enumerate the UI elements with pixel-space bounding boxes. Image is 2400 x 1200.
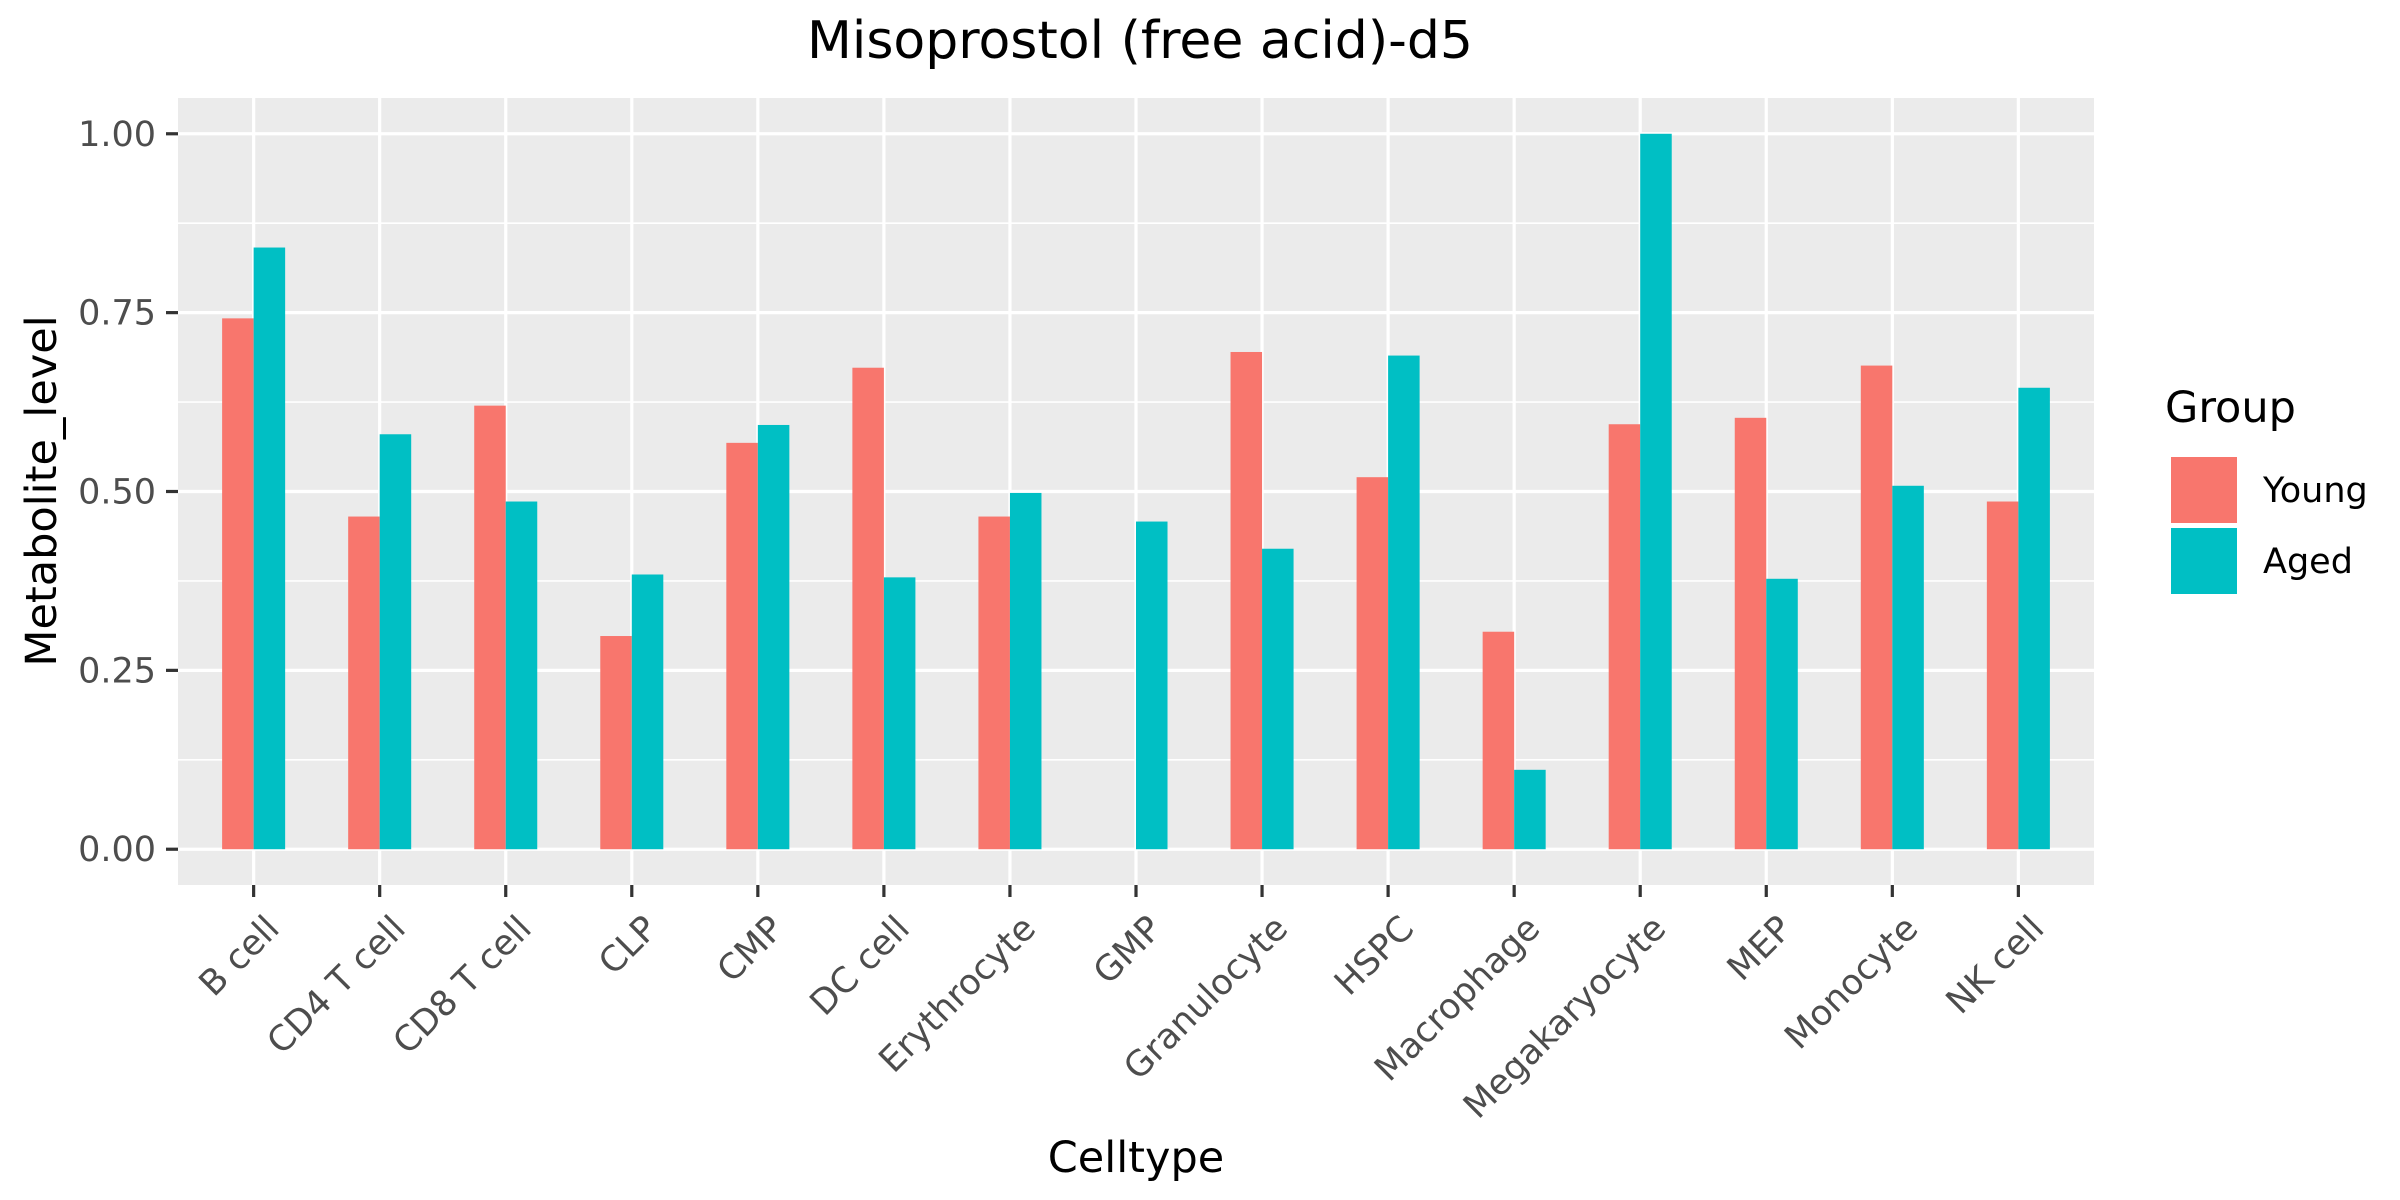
bar-young [1734, 417, 1767, 850]
chart-title: Misoprostol (free acid)-d5 [807, 11, 1473, 71]
bar-young [1986, 501, 2019, 850]
bar-aged [757, 424, 790, 850]
x-tick-label: CD8 T cell [386, 909, 540, 1063]
x-tick-label: DC cell [803, 909, 918, 1024]
y-tick-label: 0.00 [78, 830, 156, 870]
legend-label-young: Young [2262, 471, 2368, 511]
legend: Group Young Aged [2165, 383, 2368, 594]
bar-young [1860, 365, 1893, 850]
legend-label-aged: Aged [2263, 542, 2353, 582]
bar-aged [1514, 769, 1546, 850]
bar-aged [1136, 521, 1168, 850]
y-tick-label: 0.75 [78, 294, 156, 334]
bar-aged [1262, 548, 1294, 850]
y-axis: 0.00 0.25 0.50 0.75 1.00 [78, 115, 178, 870]
x-tick-label: MEP [1720, 909, 1800, 989]
x-tick-label: CMP [710, 909, 792, 991]
legend-key-young [2171, 457, 2237, 523]
legend-key-aged [2171, 528, 2237, 594]
bar-young [852, 367, 884, 850]
legend-title: Group [2165, 383, 2296, 433]
x-tick-label: GMP [1086, 909, 1170, 993]
bar-aged [1009, 492, 1042, 850]
y-tick-label: 1.00 [78, 115, 156, 155]
x-tick-label: CLP [591, 909, 665, 983]
x-tick-label: B cell [192, 909, 288, 1005]
y-axis-title: Metabolite_level [17, 315, 67, 666]
bar-young [1482, 631, 1515, 850]
bar-aged [631, 574, 664, 850]
bar-aged [1892, 485, 1924, 850]
legend-items: Young Aged [2171, 457, 2368, 594]
bar-aged [883, 577, 916, 850]
bar-young [1356, 477, 1389, 850]
bar-young [348, 516, 380, 850]
y-tick-label: 0.25 [78, 651, 156, 691]
bar-aged [253, 247, 286, 850]
bar-young [474, 405, 506, 850]
bars [222, 133, 2050, 850]
bar-aged [505, 501, 538, 850]
x-tick-label: NK cell [1939, 909, 2052, 1022]
x-axis-title: Celltype [1048, 1133, 1224, 1183]
bar-young [600, 636, 632, 850]
bar-young [222, 318, 254, 850]
y-tick-label: 0.50 [78, 473, 156, 513]
bar-aged [1766, 578, 1798, 850]
bar-young [978, 516, 1010, 850]
x-tick-label: HSPC [1327, 909, 1422, 1004]
bar-aged [2018, 387, 2050, 850]
bar-aged [1640, 133, 1672, 850]
bar-young [726, 442, 758, 850]
bar-young [1608, 424, 1641, 850]
bar-aged [379, 434, 412, 850]
bar-aged [1388, 355, 1420, 850]
x-tick-label: Monocyte [1777, 909, 1926, 1058]
bar-young [1230, 351, 1263, 850]
